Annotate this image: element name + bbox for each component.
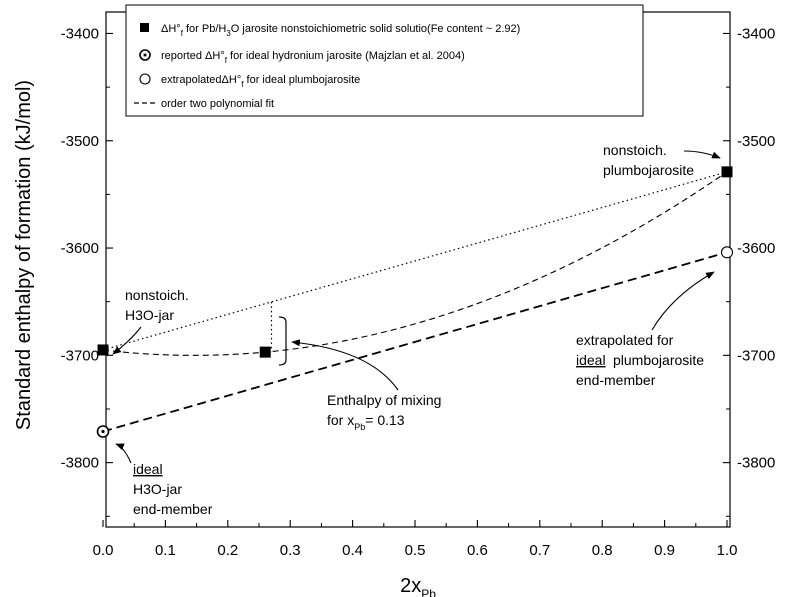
ideal-mixing-dotted-line: [102, 171, 728, 351]
svg-text:end-member: end-member: [576, 372, 656, 388]
y-right-tick-label: -3800: [737, 455, 775, 472]
x-tick-label: 1.0: [717, 542, 738, 559]
data-point-filled-square: [259, 346, 271, 358]
x-tick-label: 0.4: [342, 542, 363, 559]
x-tick-label: 0.1: [155, 542, 176, 559]
data-point-filled-square: [97, 344, 109, 356]
data-point-open-circle: [720, 246, 734, 259]
annotation-mixing: Enthalpy of mixing for xPb= 0.13: [291, 339, 441, 432]
svg-text:extrapolated for: extrapolated for: [576, 332, 674, 348]
y-tick-label: -3400: [61, 25, 99, 42]
svg-text:ideal: ideal: [576, 352, 606, 368]
svg-text:for xPb= 0.13: for xPb= 0.13: [327, 412, 405, 432]
y-axis-right-ticks: -3400 -3500 -3600 -3700 -3800: [723, 25, 775, 517]
annotation-nonstoich-plumbojarosite: nonstoich. plumbojarosite: [603, 142, 721, 178]
legend-item-3: extrapolatedΔH°f for ideal plumbojarosit…: [161, 74, 360, 89]
legend-box: [125, 4, 644, 117]
x-tick-label: 0.7: [529, 542, 550, 559]
y-right-tick-label: -3500: [737, 133, 775, 150]
mixing-bracket: [278, 316, 287, 366]
y-axis-left-ticks: -3400 -3500 -3600 -3700 -3800: [61, 25, 113, 517]
annotation-extrapolated-plumbo: extrapolated for ideal plumbojarosite en…: [576, 271, 715, 388]
x-axis-title: 2xPb: [400, 575, 436, 597]
y-right-tick-label: -3700: [737, 347, 775, 364]
x-tick-label: 0.8: [592, 542, 613, 559]
legend-filled-square-icon: [140, 23, 149, 32]
legend-item-4: order two polynomial fit: [161, 98, 274, 110]
polynomial-fit-curve: [102, 171, 728, 356]
x-tick-label: 0.2: [217, 542, 238, 559]
svg-text:plumbojarosite: plumbojarosite: [613, 352, 704, 368]
x-tick-label: 0.3: [280, 542, 301, 559]
svg-text:end-member: end-member: [133, 501, 213, 517]
legend-dotted-circle-center: [143, 53, 147, 57]
data-point-filled-square: [721, 166, 733, 178]
svg-text:plumbojarosite: plumbojarosite: [603, 162, 694, 178]
legend-item-2: reported ΔH°f for ideal hydronium jarosi…: [161, 50, 465, 65]
y-axis-title: Standard enthalpy of formation (kJ/mol): [13, 80, 35, 430]
legend-item-1: ΔH°f for Pb/H3O jarosite nonstoichiometr…: [161, 23, 520, 38]
svg-text:nonstoich.: nonstoich.: [125, 287, 189, 303]
legend: ΔH°f for Pb/H3O jarosite nonstoichiometr…: [125, 4, 644, 117]
x-tick-label: 0.6: [467, 542, 488, 559]
x-tick-label: 0.5: [405, 542, 426, 559]
y-tick-label: -3800: [61, 455, 99, 472]
data-markers: [96, 166, 734, 438]
svg-text:H3O-jar: H3O-jar: [125, 307, 174, 323]
legend-dotted-circle-icon: [139, 49, 151, 61]
svg-text:H3O-jar: H3O-jar: [133, 481, 182, 497]
x-axis-ticks: 0.0 0.1 0.2 0.3 0.4 0.5 0.6 0.7 0.8 0.9 1.0: [93, 520, 738, 559]
x-tick-label: 0.0: [93, 542, 114, 559]
y-tick-label: -3600: [61, 240, 99, 257]
svg-text:Enthalpy of mixing: Enthalpy of mixing: [327, 392, 441, 408]
y-right-tick-label: -3600: [737, 240, 775, 257]
y-tick-label: -3500: [61, 133, 99, 150]
data-point-dotted-circle-center: [101, 429, 105, 434]
annotation-ideal-h3o: ideal H3O-jar end-member: [115, 443, 213, 517]
y-right-tick-label: -3400: [737, 25, 775, 42]
y-tick-label: -3700: [61, 347, 99, 364]
ideal-endmember-dashed-line: [102, 251, 728, 433]
x-tick-label: 0.9: [654, 542, 675, 559]
legend-open-circle-icon: [139, 73, 151, 85]
svg-text:nonstoich.: nonstoich.: [603, 142, 667, 158]
svg-text:ideal: ideal: [133, 461, 163, 477]
annotation-nonstoich-h3o: nonstoich. H3O-jar: [112, 287, 189, 355]
